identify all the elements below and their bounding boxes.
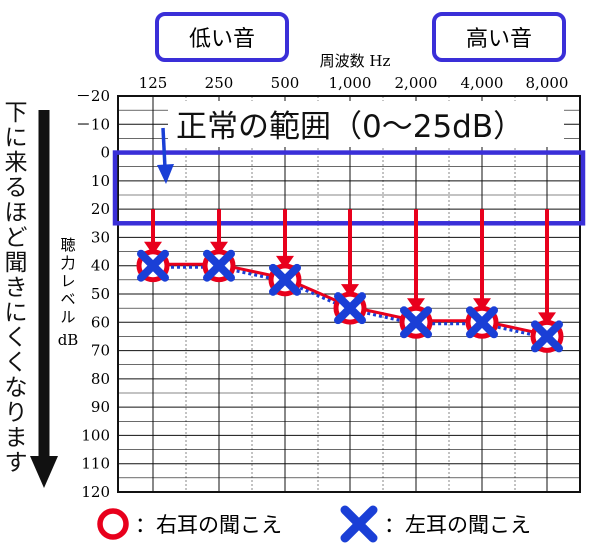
y-tick-label: 0 — [100, 144, 110, 162]
left-ear-point — [269, 263, 301, 296]
y-axis-label: 聴力レベル dB — [58, 236, 79, 349]
side-note-text: 下に来るほど聞きにくくなります — [5, 100, 28, 476]
legend-circle-icon — [97, 508, 129, 540]
x-tick-label: 500 — [271, 74, 300, 92]
drop-arrow-head — [473, 298, 491, 312]
left-ear-point — [400, 306, 432, 339]
y-tick-label: －10 — [76, 115, 110, 133]
left-ear-point — [334, 292, 366, 325]
x-tick-label: 4,000 — [461, 74, 504, 92]
x-tick-label: 2,000 — [395, 74, 438, 92]
normal-range-label: 正常の範囲（0〜25dB） — [176, 109, 524, 145]
y-tick-label: 60 — [91, 313, 110, 331]
normal-range-pointer-arrow — [157, 127, 174, 184]
left-ear-point-stroke — [400, 306, 432, 339]
low-tone-label: 低い音 — [155, 12, 289, 62]
drop-arrow-head — [276, 255, 294, 269]
y-tick-label: 30 — [91, 228, 110, 246]
legend-right-ear: ：右耳の聞こえ — [135, 513, 282, 537]
left-ear-point — [466, 306, 498, 339]
y-tick-label: 100 — [81, 426, 110, 444]
drop-arrow-head — [341, 284, 359, 298]
left-ear-point — [203, 249, 235, 282]
drop-arrow-head — [210, 241, 228, 255]
normal-range-label-bg — [168, 101, 564, 147]
left-ear-point — [531, 320, 563, 353]
drop-arrow-head — [144, 241, 162, 255]
svg-text:聴力レベル: 聴力レベル — [60, 236, 75, 326]
y-tick-label: 70 — [91, 342, 110, 360]
low-tone-text: 低い音 — [189, 27, 255, 52]
y-tick-label: 10 — [91, 172, 110, 190]
x-axis-label: 周波数 Hz — [320, 52, 391, 70]
series-markers — [136, 249, 564, 353]
left-ear-point-stroke — [269, 263, 301, 296]
y-tick-label: －20 — [76, 87, 110, 105]
svg-text:dB: dB — [58, 331, 79, 349]
x-tick-label: 125 — [139, 74, 168, 92]
left-ear-point-stroke — [466, 306, 498, 339]
left-ear-point-stroke — [203, 249, 235, 282]
y-tick-label: 20 — [91, 200, 110, 218]
x-tick-labels: 125 250 500 1,000 2,000 4,000 8,000 — [139, 74, 569, 92]
y-tick-label: 90 — [91, 398, 110, 416]
x-tick-label: 250 — [205, 74, 234, 92]
y-tick-label: 50 — [91, 285, 110, 303]
legend-left-ear: ：左耳の聞こえ — [384, 513, 531, 537]
drop-arrows — [144, 209, 556, 326]
y-tick-labels: －20 －10 0 10 20 30 40 50 60 70 80 90 100 110 120 — [76, 87, 110, 501]
y-tick-label: 80 — [91, 370, 110, 388]
drop-arrow-head — [407, 298, 425, 312]
x-tick-label: 1,000 — [329, 74, 372, 92]
high-tone-text: 高い音 — [466, 27, 532, 52]
legend: ：右耳の聞こえ ：左耳の聞こえ — [97, 505, 531, 543]
y-tick-label: 110 — [81, 455, 110, 473]
x-tick-label: 8,000 — [526, 74, 569, 92]
left-ear-point-stroke — [334, 292, 366, 325]
drop-arrow-head — [538, 312, 556, 326]
side-note: 下に来るほど聞きにくくなります — [5, 100, 58, 488]
side-down-arrow-head — [30, 456, 58, 488]
y-tick-label: 120 — [81, 483, 110, 501]
left-ear-point — [137, 249, 169, 282]
legend-cross-icon — [340, 505, 378, 543]
left-ear-point-stroke — [137, 249, 169, 282]
left-ear-point-stroke — [531, 320, 563, 353]
high-tone-label: 高い音 — [432, 12, 566, 62]
y-tick-label: 40 — [91, 257, 110, 275]
